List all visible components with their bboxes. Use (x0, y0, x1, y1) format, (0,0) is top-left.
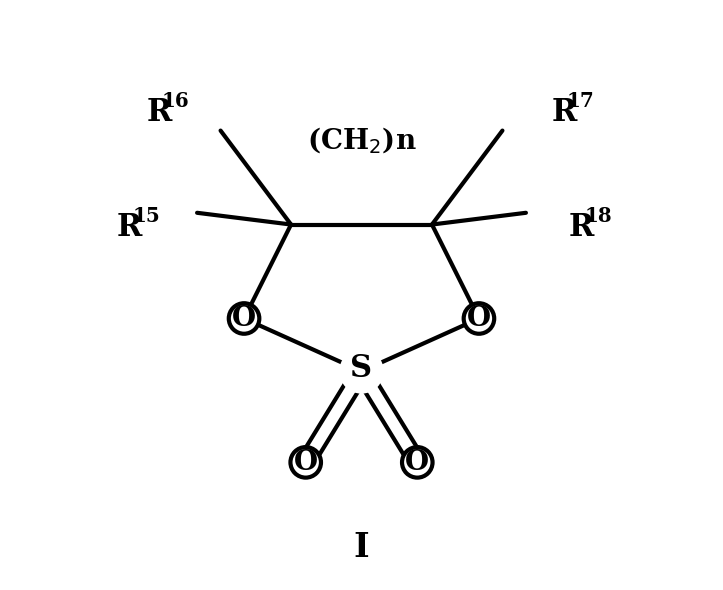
Text: O: O (405, 449, 429, 476)
Circle shape (291, 447, 321, 478)
Text: R: R (552, 97, 577, 129)
Text: 16: 16 (161, 91, 189, 112)
Circle shape (402, 447, 432, 478)
Circle shape (463, 303, 495, 334)
Text: R: R (146, 97, 171, 129)
Text: 18: 18 (584, 206, 612, 226)
Circle shape (339, 349, 384, 394)
Text: (CH$_2$)n: (CH$_2$)n (307, 126, 416, 156)
Text: O: O (467, 305, 491, 332)
Circle shape (228, 303, 260, 334)
Text: 17: 17 (567, 91, 594, 112)
Text: I: I (354, 531, 369, 564)
Text: R: R (117, 212, 142, 243)
Text: S: S (351, 353, 372, 384)
Text: 15: 15 (132, 206, 160, 226)
Text: R: R (569, 212, 594, 243)
Text: O: O (294, 449, 318, 476)
Text: O: O (232, 305, 256, 332)
